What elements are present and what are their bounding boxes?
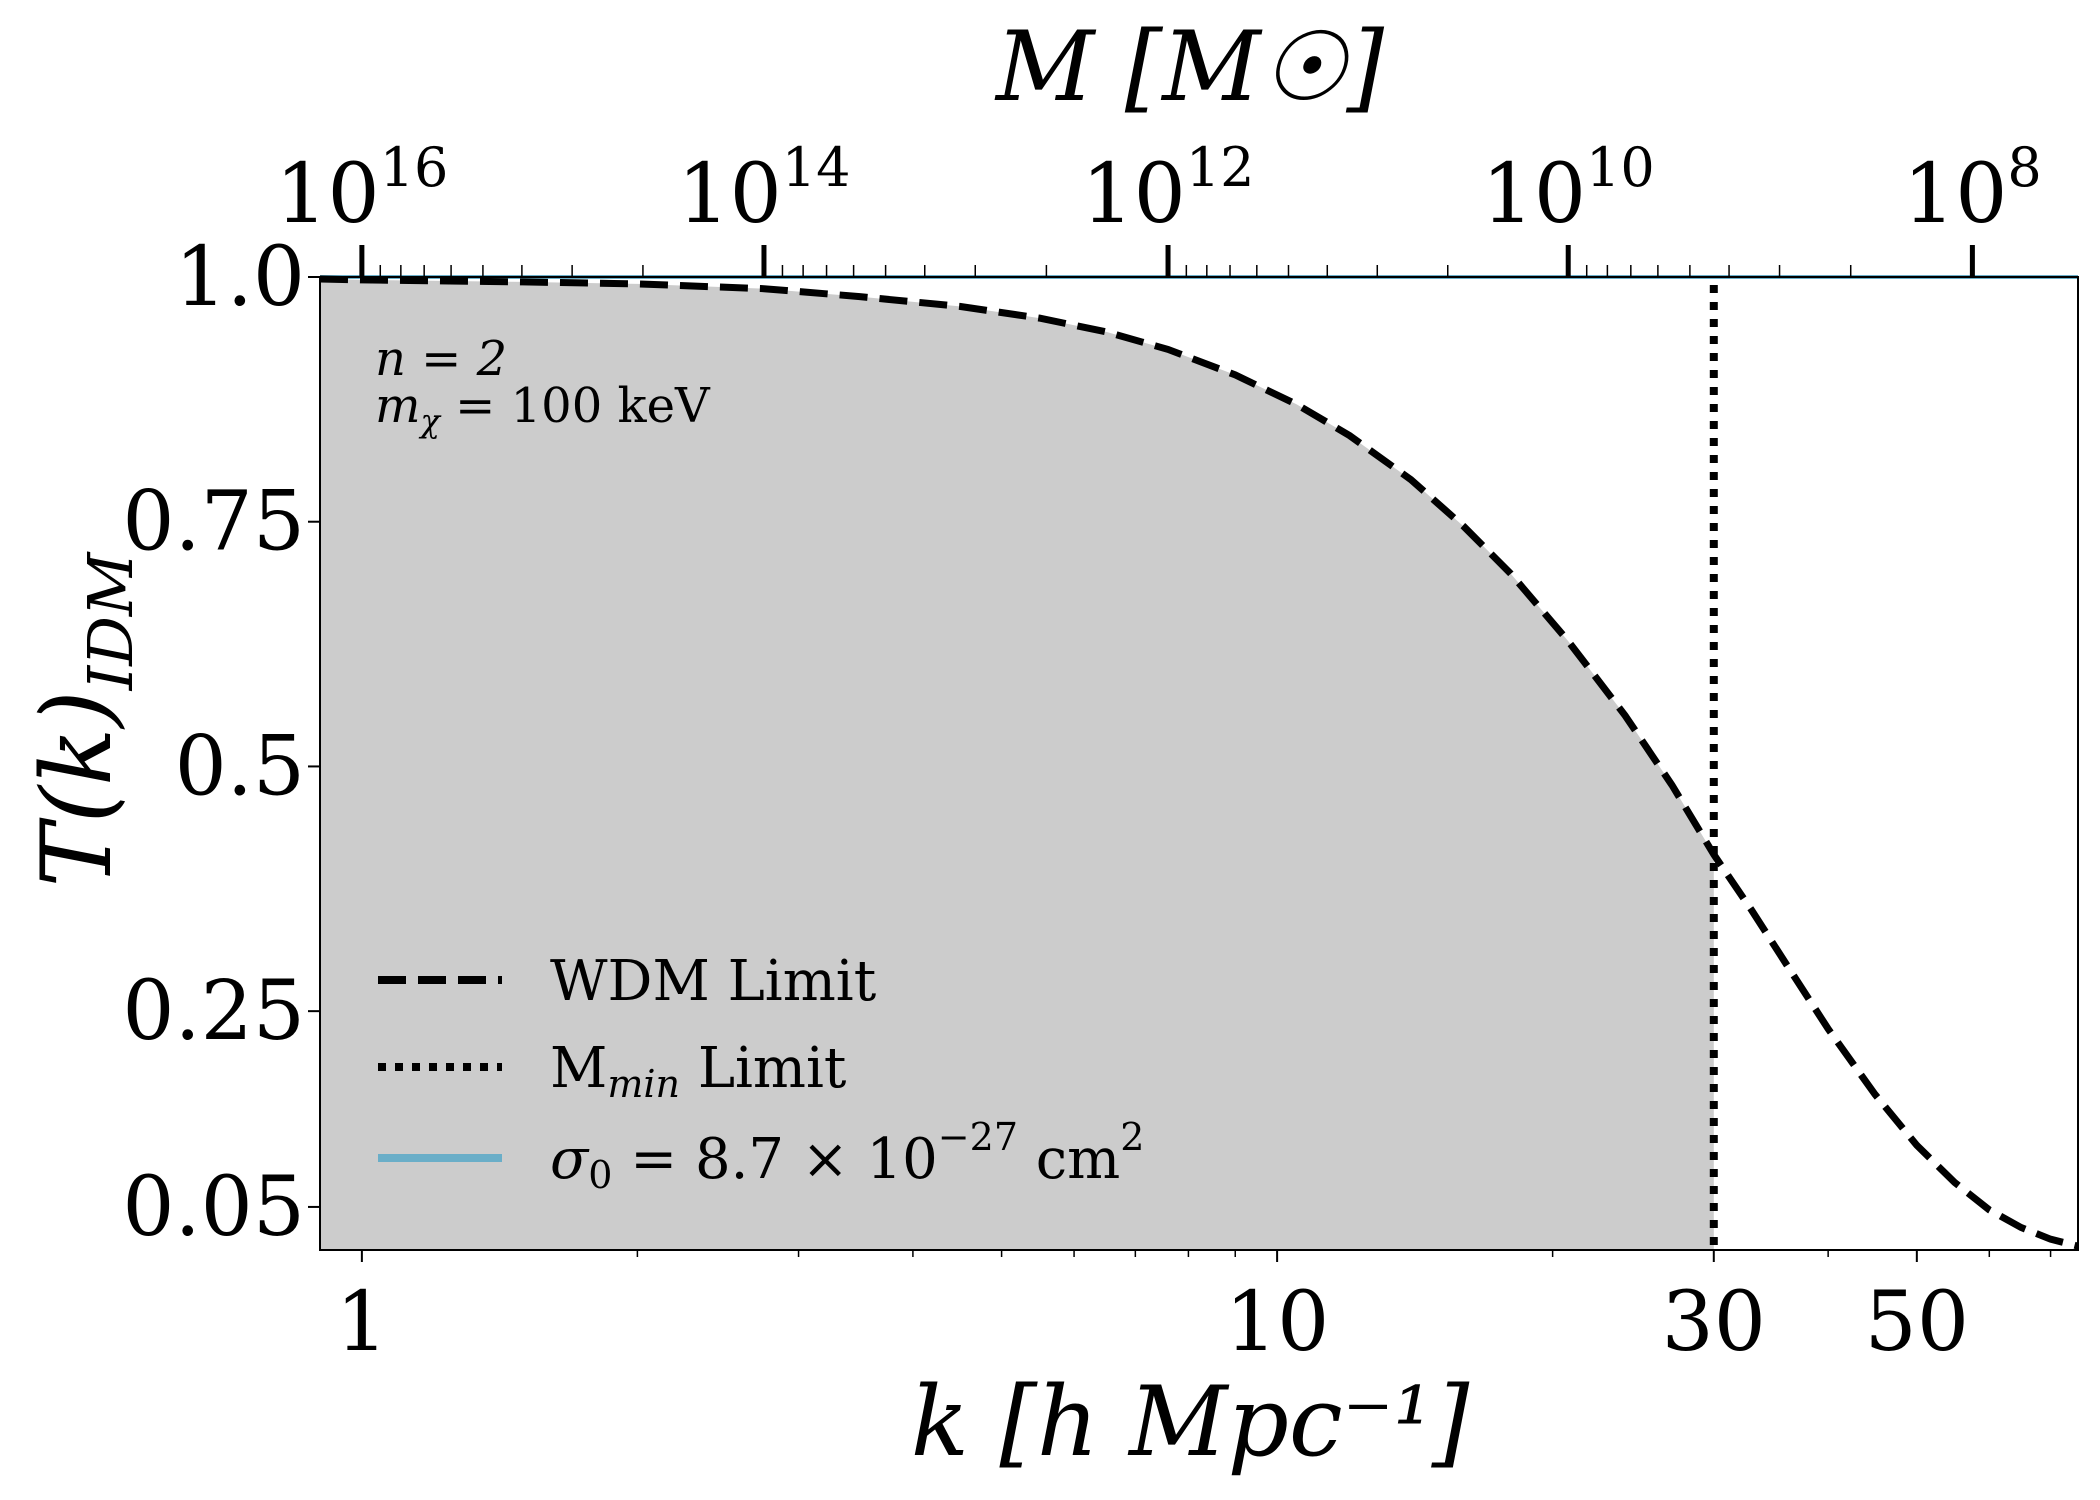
top-tick-label-exp: 8 — [2007, 136, 2041, 199]
x-tick-label: 30 — [1662, 1275, 1766, 1370]
top-axis-label: M [M☉] — [994, 11, 1385, 123]
top-tick-label-exp: 12 — [1186, 136, 1255, 199]
y-tick-label: 0.5 — [175, 719, 305, 814]
annotation-mass-main: m — [375, 378, 421, 434]
y-tick-label: 0.05 — [122, 1160, 305, 1255]
legend-mmin-rest: Limit — [680, 1036, 847, 1101]
legend-sigma-main: σ — [550, 1127, 590, 1192]
top-tick-label-base: 10 — [1081, 147, 1185, 242]
legend-wdm-label: WDM Limit — [550, 949, 877, 1014]
x-tick-label: 1 — [336, 1275, 388, 1370]
x-tick-label: 50 — [1865, 1275, 1969, 1370]
top-tick-label-base: 10 — [275, 147, 379, 242]
legend-sigma-unit: cm — [1018, 1127, 1120, 1192]
legend-mmin-sub: min — [607, 1062, 680, 1106]
y-tick-label: 0.25 — [122, 964, 305, 1059]
legend-sigma-exp: −27 — [938, 1115, 1018, 1159]
x-tick-label: 10 — [1225, 1275, 1329, 1370]
top-tick-label-exp: 14 — [782, 136, 851, 199]
legend-sigma-sub: 0 — [588, 1153, 612, 1197]
top-tick-label-exp: 16 — [380, 136, 449, 199]
y-axis-label-sub: IDM — [74, 551, 147, 691]
top-tick-label-base: 10 — [677, 147, 781, 242]
y-axis-label-main: T(k) — [21, 690, 133, 887]
x-axis-label: k [h Mpc⁻¹] — [911, 1366, 1470, 1478]
legend-sigma-label: σ0 = 8.7 × 10−27 cm2 — [550, 1115, 1144, 1197]
legend-mmin-main: M — [550, 1036, 607, 1101]
top-tick-label-base: 10 — [1482, 147, 1586, 242]
legend-sigma-exp2: 2 — [1120, 1115, 1144, 1159]
top-tick-label-base: 10 — [1903, 147, 2007, 242]
y-tick-label: 1.0 — [175, 230, 305, 325]
legend-sigma-mid: = 8.7 × 10 — [612, 1127, 937, 1192]
y-tick-label: 0.75 — [122, 475, 305, 570]
top-tick-label-exp: 10 — [1586, 136, 1655, 199]
legend-mmin-label: Mmin Limit — [550, 1036, 847, 1106]
annotation-mass-rest: = 100 keV — [440, 378, 711, 434]
annotation-mass-sub: χ — [419, 402, 442, 440]
